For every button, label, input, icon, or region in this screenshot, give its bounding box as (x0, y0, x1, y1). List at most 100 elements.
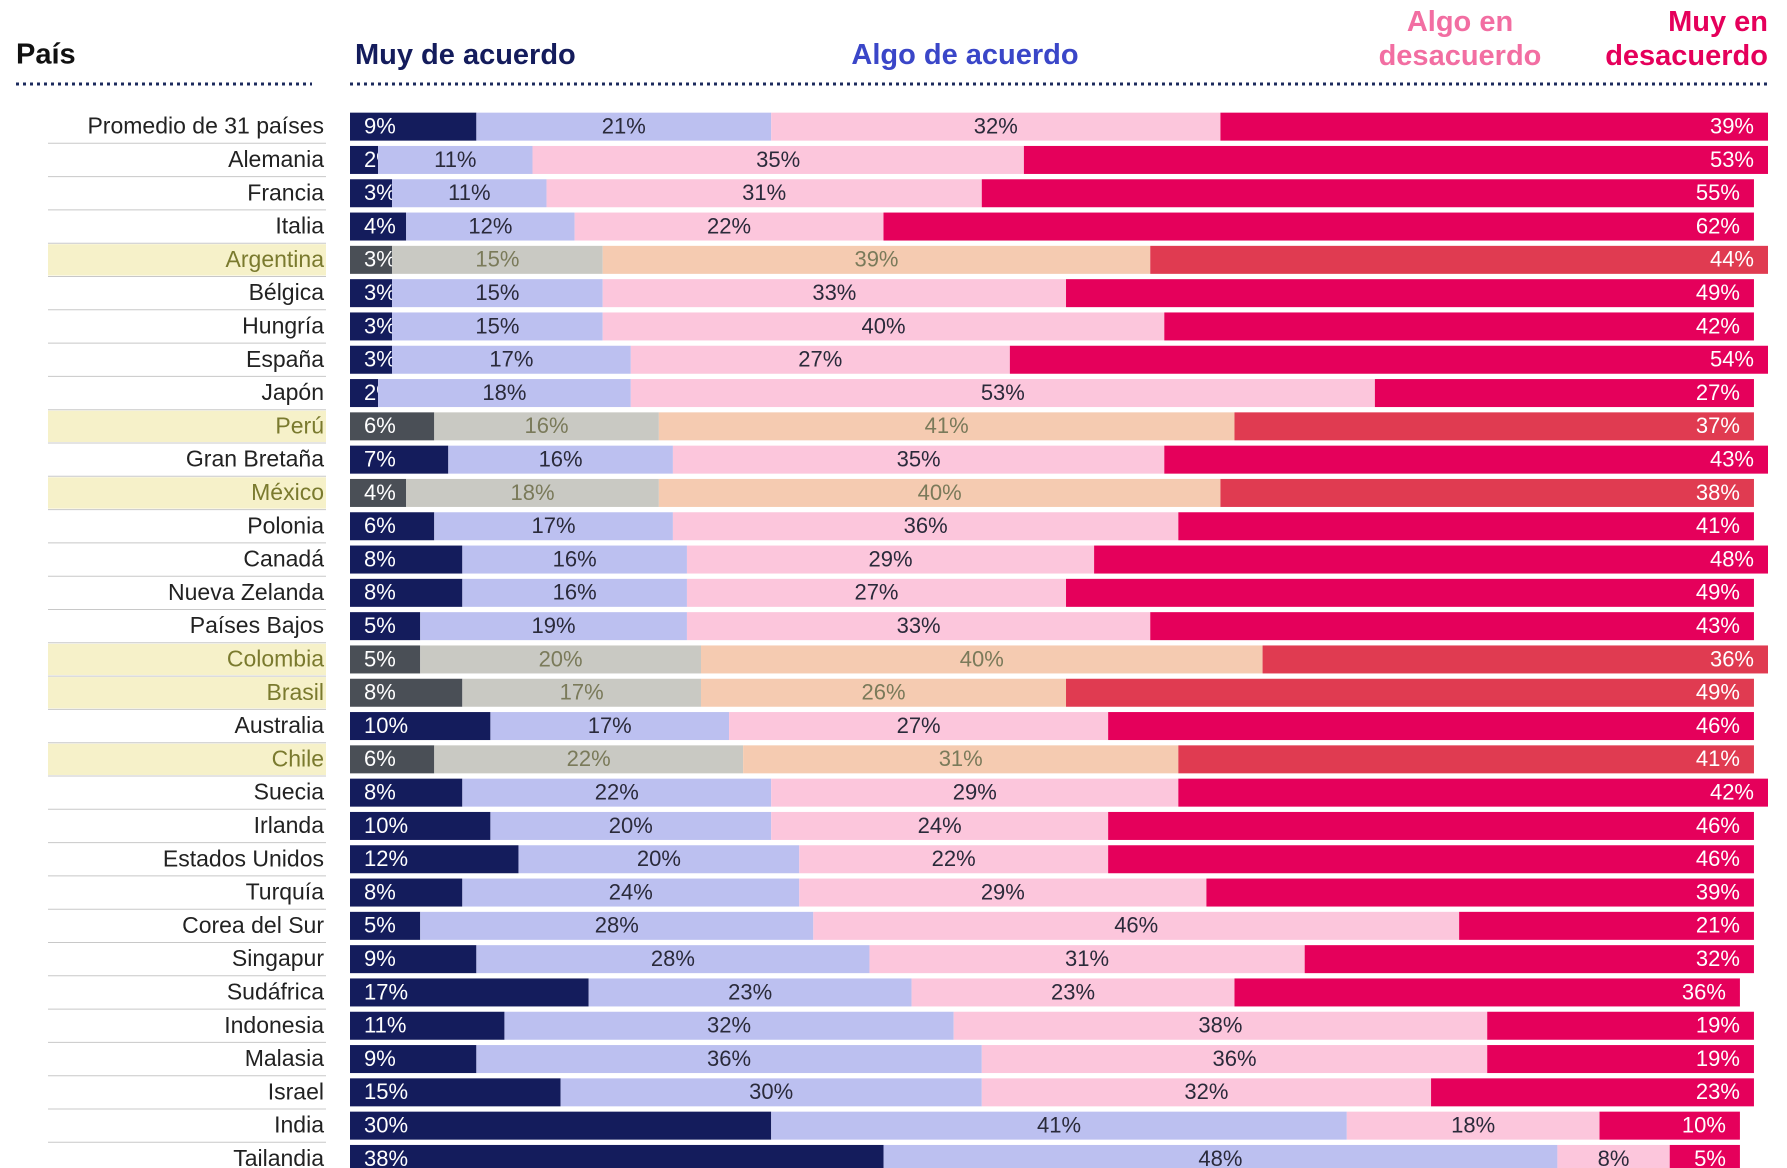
value-label: 5% (1694, 1146, 1726, 1168)
bar-segment (1346, 1111, 1600, 1140)
legend-label: Muy de acuerdo (355, 39, 576, 71)
bar-segment (602, 279, 1067, 308)
bar-segment (420, 645, 701, 674)
bar-segment (350, 612, 421, 641)
bar-segment (771, 811, 1109, 840)
legend-label: Muy en desacuerdo (1605, 6, 1768, 72)
value-label: 5% (364, 613, 396, 638)
value-label: 9% (364, 1046, 396, 1071)
value-label: 20% (539, 646, 583, 671)
value-label: 8% (364, 580, 396, 605)
bar-segment (1234, 978, 1740, 1007)
bar-segment (799, 845, 1109, 874)
category-label: Israel (268, 1078, 324, 1104)
category-label: Malasia (245, 1045, 324, 1071)
bar-segment (462, 545, 687, 574)
bar-segment (392, 245, 603, 274)
value-label: 48% (1198, 1146, 1242, 1168)
value-label: 33% (897, 613, 941, 638)
bar-segment (350, 745, 435, 774)
value-label: 21% (1696, 913, 1740, 938)
value-label: 40% (918, 480, 962, 505)
bar-segment (350, 512, 435, 541)
category-label: Colombia (227, 646, 324, 672)
bar-segment (883, 1144, 1558, 1168)
value-label: 10% (1682, 1112, 1726, 1137)
category-label: Tailandia (233, 1145, 324, 1168)
value-label: 43% (1710, 446, 1754, 471)
bar-segment (672, 512, 1179, 541)
value-label: 17% (560, 680, 604, 705)
value-label: 49% (1696, 680, 1740, 705)
bar-segment (462, 678, 701, 707)
row-highlight (48, 743, 326, 775)
bar-segment (686, 545, 1095, 574)
value-label: 35% (756, 147, 800, 172)
bar-segment (1066, 279, 1754, 308)
category-label: México (251, 479, 324, 505)
bar-segment (350, 478, 407, 507)
value-label: 18% (482, 380, 526, 405)
value-label: 40% (960, 646, 1004, 671)
value-label: 54% (1710, 347, 1754, 372)
value-label: 8% (364, 779, 396, 804)
value-label: 8% (1598, 1146, 1630, 1168)
category-label: Alemania (228, 146, 324, 172)
value-label: 41% (1696, 746, 1740, 771)
value-label: 36% (1682, 979, 1726, 1004)
bar-segment (434, 745, 744, 774)
value-label: 37% (1696, 413, 1740, 438)
bar-segment (1150, 612, 1754, 641)
bar-segment (350, 1011, 505, 1040)
value-label: 27% (854, 580, 898, 605)
bar-segment (771, 778, 1179, 807)
bar-segment (1108, 845, 1754, 874)
bar-segment (462, 578, 687, 607)
value-label: 6% (364, 746, 396, 771)
bar-segment (911, 978, 1235, 1007)
bar-segment (350, 312, 393, 341)
bar-segment (392, 279, 603, 308)
value-label: 41% (1696, 513, 1740, 538)
category-label: Perú (275, 412, 324, 438)
row-highlight (48, 244, 326, 276)
bar-segment (350, 811, 491, 840)
bar-segment (1220, 112, 1768, 141)
bar-segment (1220, 478, 1754, 507)
value-label: 28% (595, 913, 639, 938)
value-label: 16% (553, 546, 597, 571)
bar-segment (1178, 778, 1768, 807)
bar-segment (462, 878, 800, 907)
bar-segment (700, 678, 1067, 707)
value-label: 20% (637, 846, 681, 871)
value-label: 36% (904, 513, 948, 538)
bar-segment (1431, 1078, 1754, 1107)
bar-segment (350, 578, 463, 607)
bar-segment (672, 445, 1165, 474)
bar-segment (350, 279, 393, 308)
category-label: Australia (235, 712, 325, 738)
row-highlight (48, 643, 326, 676)
category-label: Irlanda (254, 812, 325, 838)
value-label: 26% (861, 680, 905, 705)
bar-segment (1023, 145, 1768, 174)
bar-segment (350, 678, 463, 707)
value-label: 32% (1184, 1079, 1228, 1104)
bar-segment (700, 645, 1263, 674)
bar-segment (1178, 512, 1754, 541)
bar-segment (1066, 578, 1754, 607)
value-label: 39% (1710, 113, 1754, 138)
value-label: 17% (588, 713, 632, 738)
value-label: 46% (1696, 713, 1740, 738)
bar-segment (350, 179, 393, 208)
value-label: 21% (602, 113, 646, 138)
value-label: 4% (364, 480, 396, 505)
bar-segment (350, 212, 407, 241)
value-label: 46% (1114, 913, 1158, 938)
value-label: 11% (434, 147, 476, 172)
bar-segment (1108, 811, 1754, 840)
value-label: 48% (1710, 546, 1754, 571)
value-label: 62% (1696, 213, 1740, 238)
